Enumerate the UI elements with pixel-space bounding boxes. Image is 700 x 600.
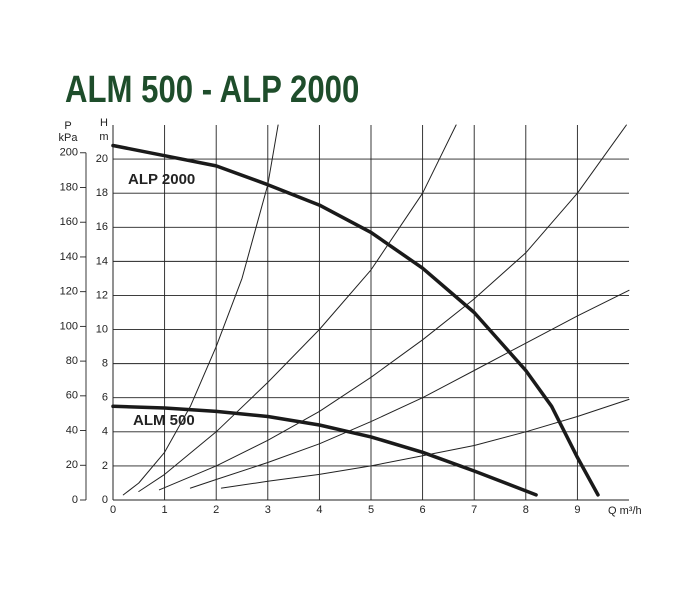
x-tick-label: 4 xyxy=(316,504,322,516)
chart-title: ALM 500 - ALP 2000 xyxy=(65,69,359,111)
y2-tick-label: 140 xyxy=(60,251,78,263)
y2-tick-label: 20 xyxy=(66,459,78,471)
x-tick-label: 8 xyxy=(523,504,529,516)
curve xyxy=(111,404,538,497)
y-axis-symbol: H xyxy=(100,117,108,129)
y-tick-label: 2 xyxy=(102,460,108,472)
y2-tick-label: 180 xyxy=(60,181,78,193)
y-tick-label: 12 xyxy=(96,289,108,301)
y2-axis-symbol: P xyxy=(64,120,71,132)
y-axis-unit: m xyxy=(99,131,108,143)
curve xyxy=(111,143,600,497)
x-tick-label: 9 xyxy=(574,504,580,516)
y-tick-label: 6 xyxy=(102,392,108,404)
curve xyxy=(189,289,630,489)
y2-tick-label: 160 xyxy=(60,216,78,228)
curve xyxy=(158,124,627,491)
x-tick-label: 2 xyxy=(213,504,219,516)
y-tick-label: 20 xyxy=(96,153,108,165)
curve xyxy=(220,398,630,489)
x-tick-label: 6 xyxy=(420,504,426,516)
x-tick-label: 1 xyxy=(162,504,168,516)
curve xyxy=(138,124,457,492)
y2-tick-label: 40 xyxy=(66,424,78,436)
y-tick-label: 18 xyxy=(96,187,108,199)
y-tick-label: 0 xyxy=(102,494,108,506)
series-label: ALM 500 xyxy=(133,412,195,429)
y-tick-label: 16 xyxy=(96,221,108,233)
y-tick-label: 10 xyxy=(96,323,108,335)
y2-tick-label: 80 xyxy=(66,355,78,367)
y2-tick-label: 0 xyxy=(72,494,78,506)
y-tick-label: 4 xyxy=(102,426,108,438)
y-tick-label: 14 xyxy=(96,255,108,267)
curve xyxy=(122,124,279,496)
y-tick-label: 8 xyxy=(102,358,108,370)
y2-tick-label: 200 xyxy=(60,147,78,159)
series-label: ALP 2000 xyxy=(128,171,195,188)
x-tick-label: 5 xyxy=(368,504,374,516)
x-tick-label: 7 xyxy=(471,504,477,516)
y2-tick-label: 120 xyxy=(60,286,78,298)
y2-tick-label: 60 xyxy=(66,390,78,402)
y2-axis-unit: kPa xyxy=(59,132,79,144)
x-tick-label: 3 xyxy=(265,504,271,516)
x-axis-label: Q m³/h xyxy=(608,505,642,517)
y2-tick-label: 100 xyxy=(60,320,78,332)
x-tick-label: 0 xyxy=(110,504,116,516)
